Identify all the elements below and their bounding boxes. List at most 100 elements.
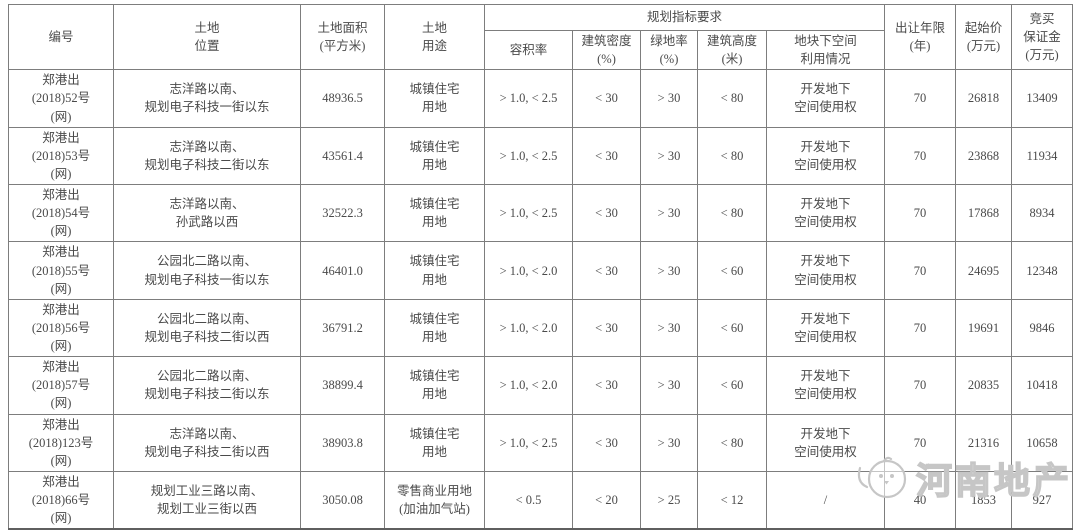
cell-location: 志洋路以南、 孙武路以西 — [113, 183, 301, 243]
cell-height: < 60 — [697, 241, 767, 300]
cell-years: 70 — [884, 183, 957, 243]
header-location: 土地 位置 — [113, 3, 301, 71]
cell-density: < 30 — [572, 69, 641, 128]
cell-underground: 开发地下 空间使用权 — [765, 69, 886, 128]
cell-area: 38903.8 — [300, 413, 385, 472]
cell-years: 70 — [884, 241, 957, 300]
cell-deposit: 13409 — [1011, 69, 1074, 128]
cell-use: 城镇住宅 用地 — [384, 356, 485, 415]
land-auction-table: 编号 土地 位置 土地面积 (平方米) 土地 用途 规划指标要求 出让年限 (年… — [8, 3, 1074, 530]
cell-start-price: 26818 — [955, 69, 1013, 128]
header-height: 建筑高度 (米) — [697, 29, 767, 71]
cell-number: 郑港出 (2018)57号 (网) — [8, 356, 114, 415]
cell-far: > 1.0, < 2.5 — [484, 183, 573, 243]
header-years: 出让年限 (年) — [884, 3, 957, 71]
land-auction-page: 编号 土地 位置 土地面积 (平方米) 土地 用途 规划指标要求 出让年限 (年… — [8, 3, 1074, 530]
cell-density: < 30 — [572, 183, 641, 243]
cell-height: < 60 — [697, 298, 767, 358]
cell-number: 郑港出 (2018)55号 (网) — [8, 241, 114, 300]
cell-underground: / — [765, 470, 886, 530]
cell-number: 郑港出 (2018)66号 (网) — [8, 470, 114, 530]
table-row: 郑港出 (2018)54号 (网) 志洋路以南、 孙武路以西 32522.3 城… — [8, 183, 1074, 243]
cell-years: 70 — [884, 413, 957, 472]
cell-area: 43561.4 — [300, 126, 385, 186]
cell-density: < 30 — [572, 126, 641, 186]
cell-use: 城镇住宅 用地 — [384, 69, 485, 128]
cell-height: < 60 — [697, 356, 767, 415]
cell-start-price: 17868 — [955, 183, 1013, 243]
cell-far: > 1.0, < 2.5 — [484, 69, 573, 128]
cell-area: 48936.5 — [300, 69, 385, 128]
cell-location: 公园北二路以南、 规划电子科技二街以东 — [113, 356, 301, 415]
cell-number: 郑港出 (2018)56号 (网) — [8, 298, 114, 358]
cell-use: 城镇住宅 用地 — [384, 183, 485, 243]
cell-number: 郑港出 (2018)54号 (网) — [8, 183, 114, 243]
cell-start-price: 19691 — [955, 298, 1013, 358]
cell-location: 志洋路以南、 规划电子科技一街以东 — [113, 69, 301, 128]
cell-deposit: 927 — [1011, 470, 1074, 530]
header-underground: 地块下空间 利用情况 — [765, 29, 886, 71]
table-body: 郑港出 (2018)52号 (网) 志洋路以南、 规划电子科技一街以东 4893… — [8, 69, 1074, 530]
cell-underground: 开发地下 空间使用权 — [765, 126, 886, 186]
table-row: 郑港出 (2018)57号 (网) 公园北二路以南、 规划电子科技二街以东 38… — [8, 356, 1074, 415]
header-use: 土地 用途 — [384, 3, 485, 71]
cell-underground: 开发地下 空间使用权 — [765, 298, 886, 358]
cell-years: 70 — [884, 356, 957, 415]
header-far: 容积率 — [484, 29, 573, 71]
cell-years: 70 — [884, 69, 957, 128]
table-row: 郑港出 (2018)123号 (网) 志洋路以南、 规划电子科技二街以西 389… — [8, 413, 1074, 472]
cell-green: > 30 — [640, 183, 698, 243]
cell-location: 志洋路以南、 规划电子科技二街以东 — [113, 126, 301, 186]
cell-density: < 30 — [572, 298, 641, 358]
cell-height: < 80 — [697, 69, 767, 128]
table-row: 郑港出 (2018)56号 (网) 公园北二路以南、 规划电子科技二街以西 36… — [8, 298, 1074, 358]
cell-underground: 开发地下 空间使用权 — [765, 241, 886, 300]
cell-deposit: 12348 — [1011, 241, 1074, 300]
cell-far: > 1.0, < 2.0 — [484, 298, 573, 358]
cell-density: < 30 — [572, 356, 641, 415]
cell-density: < 20 — [572, 470, 641, 530]
cell-height: < 80 — [697, 183, 767, 243]
cell-density: < 30 — [572, 413, 641, 472]
cell-start-price: 23868 — [955, 126, 1013, 186]
cell-location: 规划工业三路以南、 规划工业三街以西 — [113, 470, 301, 530]
cell-deposit: 10658 — [1011, 413, 1074, 472]
cell-start-price: 24695 — [955, 241, 1013, 300]
table-row: 郑港出 (2018)55号 (网) 公园北二路以南、 规划电子科技一街以东 46… — [8, 241, 1074, 300]
cell-far: > 1.0, < 2.5 — [484, 126, 573, 186]
cell-start-price: 21316 — [955, 413, 1013, 472]
cell-height: < 80 — [697, 126, 767, 186]
cell-start-price: 20835 — [955, 356, 1013, 415]
cell-use: 城镇住宅 用地 — [384, 298, 485, 358]
cell-green: > 30 — [640, 69, 698, 128]
cell-location: 公园北二路以南、 规划电子科技二街以西 — [113, 298, 301, 358]
cell-location: 公园北二路以南、 规划电子科技一街以东 — [113, 241, 301, 300]
cell-use: 城镇住宅 用地 — [384, 126, 485, 186]
table-header: 编号 土地 位置 土地面积 (平方米) 土地 用途 规划指标要求 出让年限 (年… — [8, 3, 1074, 71]
cell-underground: 开发地下 空间使用权 — [765, 356, 886, 415]
header-number: 编号 — [8, 3, 114, 71]
cell-underground: 开发地下 空间使用权 — [765, 183, 886, 243]
cell-green: > 25 — [640, 470, 698, 530]
header-green: 绿地率 (%) — [640, 29, 698, 71]
cell-use: 城镇住宅 用地 — [384, 241, 485, 300]
cell-number: 郑港出 (2018)53号 (网) — [8, 126, 114, 186]
cell-density: < 30 — [572, 241, 641, 300]
cell-years: 70 — [884, 298, 957, 358]
header-planning-group: 规划指标要求 — [483, 4, 886, 31]
cell-years: 70 — [884, 126, 957, 186]
cell-height: < 80 — [697, 413, 767, 472]
header-start-price: 起始价 (万元) — [955, 3, 1013, 71]
cell-use: 零售商业用地 (加油加气站) — [384, 470, 485, 530]
cell-area: 32522.3 — [300, 183, 385, 243]
cell-number: 郑港出 (2018)52号 (网) — [8, 69, 114, 128]
cell-start-price: 1853 — [955, 470, 1013, 530]
cell-far: > 1.0, < 2.0 — [484, 241, 573, 300]
cell-far: > 1.0, < 2.0 — [484, 356, 573, 415]
cell-area: 36791.2 — [300, 298, 385, 358]
cell-green: > 30 — [640, 298, 698, 358]
header-density: 建筑密度 (%) — [572, 29, 641, 71]
cell-area: 38899.4 — [300, 356, 385, 415]
cell-number: 郑港出 (2018)123号 (网) — [8, 413, 114, 472]
cell-deposit: 9846 — [1011, 298, 1074, 358]
